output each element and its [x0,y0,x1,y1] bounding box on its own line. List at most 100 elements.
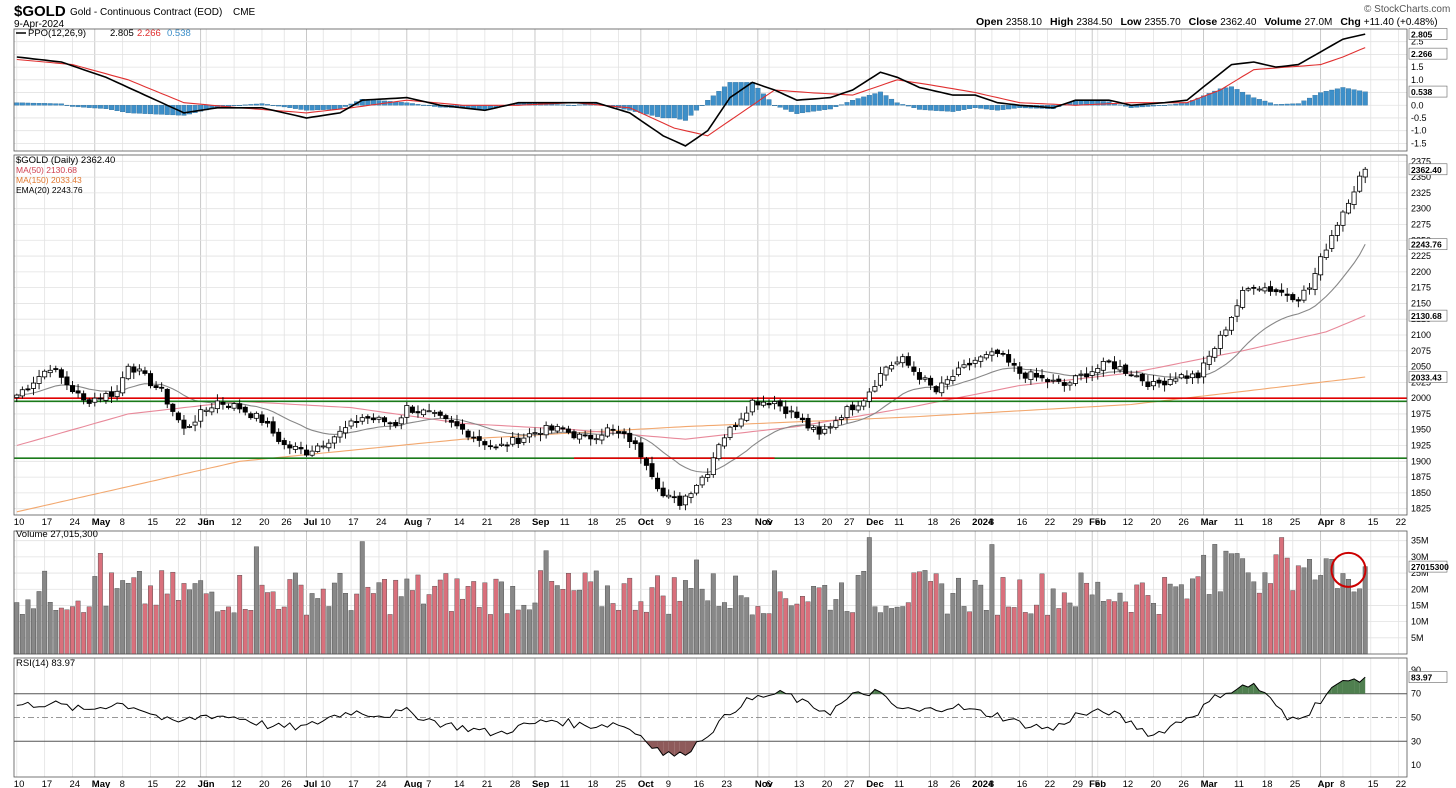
ppo-histogram-bar [75,105,81,108]
x-tick-label: Dec [866,517,883,528]
volume-bar [393,579,399,655]
x-tick-label: 10 [320,779,331,788]
x-tick-label: Nov [755,517,774,528]
candle-body [1134,375,1140,378]
x-tick-label: 26 [950,779,961,788]
volume-bar [1201,554,1207,655]
x-tick-label: 11 [560,779,570,788]
volume-bar [744,597,750,655]
candle-body [1228,317,1234,331]
candle-body [454,421,460,427]
candle-body [404,405,410,418]
ppo-histogram-bar [47,103,53,106]
volume-bar [270,591,276,655]
x-tick-label: 27 [844,517,855,528]
x-tick-label: Oct [638,779,655,788]
x-tick-label: 15 [148,779,159,788]
volume-bar [604,585,610,655]
volume-bar [471,581,477,655]
ppo-histogram-bar [97,105,103,109]
ppo-histogram-bar [777,105,783,108]
volume-bar [1006,606,1012,655]
volume-tick: 35M [1411,536,1429,546]
candle-body [471,436,477,439]
ppo-histogram-bar [1000,105,1006,110]
volume-bar [421,603,426,655]
ppo-histogram-bar [109,105,115,110]
volume-bar [1295,565,1301,655]
ohlc-low-value: 2355.70 [1144,17,1181,28]
x-tick-label: 28 [510,779,521,788]
volume-bar [1117,592,1123,655]
candle-body [292,445,298,450]
candle-body [866,391,872,402]
x-tick-label: 22 [1045,779,1056,788]
volume-bar [638,601,644,655]
ma150-line [16,376,1366,513]
candle-body [844,406,850,418]
ma50-tag-box [1408,309,1448,322]
candle-body [716,444,722,460]
volume-bar [36,591,42,655]
candle-body [1000,352,1006,355]
ppo-histogram-bar [655,105,661,117]
volume-bar [1362,566,1368,655]
x-tick-label: 20 [822,779,833,788]
candle-body [159,386,165,389]
ppo-tick: -1.0 [1411,126,1427,136]
volume-bar [209,591,215,655]
candle-body [822,428,828,434]
ppo-histogram-bar [31,102,36,106]
ppo-value-tag-box [1408,28,1448,40]
ppo-histogram-bar [125,105,131,114]
ppo-signal-tag: 2.266 [1411,49,1433,59]
candle-body [967,362,973,366]
ppo-histogram-bar [153,105,159,115]
volume-bar [25,599,31,655]
volume-bar [1106,599,1112,655]
candle-body [198,409,204,422]
candle-body [1318,256,1324,276]
volume-bar [259,584,265,655]
x-tick-label: 21 [482,517,493,528]
volume-tick: 15M [1411,600,1429,610]
x-tick-label: 10 [14,779,25,788]
candle-body [504,444,510,447]
ppo-histogram-bar [933,105,939,111]
ppo-histogram-bar [961,105,967,110]
ppo-histogram-bar [1223,87,1229,106]
volume-bar [643,611,649,655]
chart-symbol: $GOLD [14,3,66,20]
x-tick-label: 8 [120,517,125,528]
volume-bar [331,582,337,655]
x-tick-label: Sep [532,779,550,788]
volume-bar [1000,577,1006,655]
ppo-histogram-bar [833,105,839,107]
candle-body [320,445,326,448]
volume-bar [476,607,482,655]
candle-body [1201,362,1207,378]
volume-bar [482,582,488,655]
ppo-histogram-bar [1178,103,1184,106]
candle-body [1033,372,1039,378]
ppo-histogram-bar [159,105,165,115]
x-tick-label: Oct [638,517,655,528]
volume-bar [426,594,432,655]
ppo-histogram-bar [705,100,711,106]
ppo-histogram-bar [811,105,817,112]
rsi-overbought-fill [847,693,853,694]
volume-bar [75,600,81,655]
candle-body [248,413,254,419]
volume-bar [370,593,376,655]
candle-body [460,424,466,430]
candle-body [376,416,382,420]
candle-body [1195,372,1201,379]
price-tick: 2375 [1411,156,1431,166]
x-tick-label: Jun [198,779,215,788]
ppo-tick: 1.5 [1411,62,1424,72]
candle-body [1217,334,1223,349]
x-tick-label: 18 [588,779,599,788]
ppo-legend: PPO(12,26,9) 2.805 2.266 0.538 [16,28,191,39]
